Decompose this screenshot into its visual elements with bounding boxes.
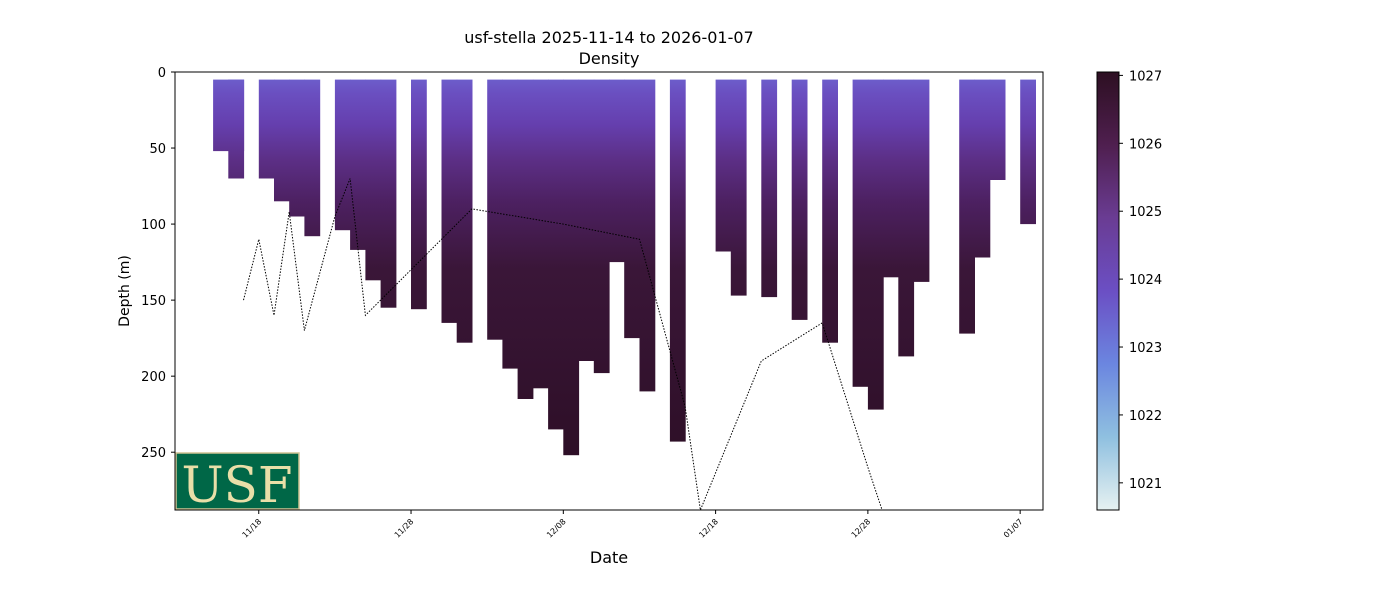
colorbar-tick-label: 1022 <box>1129 409 1162 424</box>
profile-column <box>883 79 899 278</box>
profile-column <box>578 79 595 361</box>
y-tick-label: 250 <box>141 446 166 461</box>
profile-column <box>913 79 930 282</box>
profile-column <box>822 79 838 343</box>
profile-column <box>365 79 382 281</box>
x-axis-label: Date <box>590 548 628 567</box>
profile-column <box>350 79 366 250</box>
profile-column <box>1020 79 1036 225</box>
profile-column <box>441 79 458 323</box>
bathymetry-trace <box>243 178 883 510</box>
x-tick-label: 11/18 <box>241 517 264 540</box>
colorbar-axis: 1021 1022 1023 1024 1025 1026 1027 <box>1119 69 1162 492</box>
x-axis: 11/18 11/28 12/08 12/18 12/28 01/07 <box>241 510 1025 540</box>
profile-column <box>228 79 245 179</box>
profile-column <box>639 79 656 392</box>
profile-column <box>563 79 580 456</box>
plot-area <box>213 79 1036 510</box>
profile-column <box>213 79 229 152</box>
profile-column <box>624 79 640 339</box>
profile-column <box>258 79 275 179</box>
density-profiles <box>213 79 1036 456</box>
profile-column <box>761 79 778 298</box>
profile-column <box>274 79 290 202</box>
profile-column <box>669 79 686 442</box>
profile-column <box>974 79 991 258</box>
profile-column <box>715 79 732 252</box>
profile-column <box>304 79 321 237</box>
y-tick-label: 50 <box>149 142 166 157</box>
chart-subtitle: Density <box>579 49 640 68</box>
y-tick-label: 100 <box>141 218 166 233</box>
profile-column <box>334 79 351 231</box>
plot-frame <box>174 71 1044 511</box>
x-tick-label: 12/18 <box>697 517 720 540</box>
chart-title: usf-stella 2025-11-14 to 2026-01-07 <box>464 28 753 47</box>
colorbar-tick-label: 1023 <box>1129 341 1162 356</box>
profile-column <box>517 79 534 399</box>
colorbar-tick-label: 1027 <box>1129 69 1162 84</box>
profile-column <box>791 79 808 320</box>
y-tick-label: 150 <box>141 294 166 309</box>
usf-logo: USF <box>175 452 300 514</box>
profile-column <box>730 79 747 296</box>
profile-column <box>989 79 1006 180</box>
colorbar-tick-label: 1025 <box>1129 205 1162 220</box>
colorbar-tick-label: 1021 <box>1129 477 1162 492</box>
x-tick-label: 11/28 <box>393 517 416 540</box>
colorbar-tick-label: 1026 <box>1129 137 1162 152</box>
profile-column <box>867 79 884 410</box>
profile-column <box>456 79 473 343</box>
profile-column <box>852 79 869 387</box>
y-axis: 0 50 100 150 200 250 <box>141 66 175 461</box>
y-axis-label: Depth (m) <box>117 255 133 327</box>
colorbar-tick-label: 1024 <box>1129 273 1162 288</box>
x-tick-label: 12/28 <box>850 517 873 540</box>
profile-column <box>548 79 564 430</box>
profile-column <box>380 79 397 308</box>
profile-column <box>411 79 427 310</box>
bathymetry-line <box>243 178 883 510</box>
x-tick-label: 01/07 <box>1002 517 1025 540</box>
profile-column <box>487 79 503 340</box>
y-tick-label: 200 <box>141 370 166 385</box>
x-tick-label: 12/08 <box>545 517 568 540</box>
profile-column <box>898 79 915 357</box>
profile-column <box>289 79 305 217</box>
profile-column <box>502 79 519 369</box>
y-tick-label: 0 <box>158 66 166 81</box>
profile-column <box>593 79 610 374</box>
usf-logo-text: USF <box>181 456 292 514</box>
profile-column <box>609 79 625 263</box>
profile-column <box>532 79 549 389</box>
colorbar <box>1096 71 1120 511</box>
profile-column <box>959 79 975 334</box>
